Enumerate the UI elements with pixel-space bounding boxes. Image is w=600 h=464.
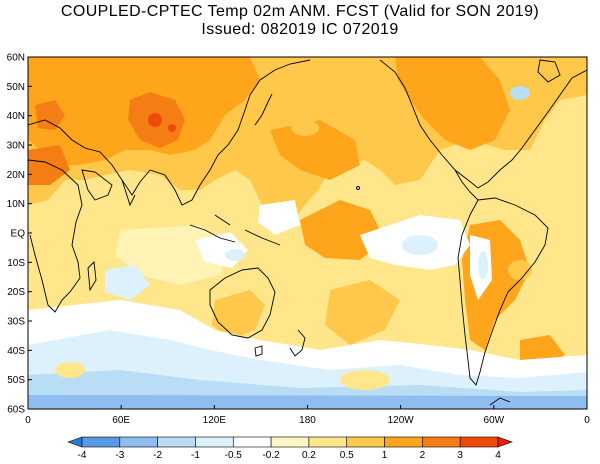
latitude-axis: 60N 50N 40N 30N 20N 10N EQ 10S 20S 30S 40S 50S 60S (7, 53, 32, 416)
colorbar-label: 0.5 (340, 450, 354, 461)
lat-label: 60N (7, 53, 25, 64)
lat-label: 40N (7, 111, 25, 122)
colorbar-box (157, 436, 196, 448)
colorbar-label: 3 (457, 450, 463, 461)
lon-label: 60W (484, 415, 505, 426)
anomaly-field (28, 57, 587, 409)
longitude-axis: 0 60E 120E 180 120W 60W 0 (25, 405, 590, 426)
lon-label: 0 (584, 415, 590, 426)
colorbar-label: -4 (78, 450, 87, 461)
lat-label: 30N (7, 141, 25, 152)
colorbar-label: -0.5 (225, 450, 243, 461)
colorbar-box (81, 436, 121, 448)
lat-label: 20N (7, 170, 25, 181)
lat-label: 50S (7, 375, 25, 386)
lon-label: 120E (203, 415, 227, 426)
map-subtitle: Issued: 082019 IC 072019 (201, 21, 399, 38)
colorbar-label: -1 (191, 450, 200, 461)
colorbar-label: -3 (115, 450, 124, 461)
colorbar-box (232, 436, 272, 448)
colorbar-box (308, 436, 348, 448)
colorbar-over (497, 436, 513, 448)
lat-label: 10S (7, 258, 25, 269)
lon-label: 60E (112, 415, 130, 426)
lat-label: EQ (11, 229, 26, 240)
coastlines (28, 59, 587, 406)
colorbar-box (270, 436, 310, 448)
colorbar-box (384, 436, 423, 448)
colorbar: -4 -3 -2 -1 -0.5 -0.2 0.2 0.5 1 2 3 4 (67, 436, 513, 461)
colorbar-box (346, 436, 385, 448)
colorbar-box (422, 436, 461, 448)
lon-label: 0 (25, 415, 31, 426)
lon-label: 180 (299, 415, 316, 426)
map-title: COUPLED-CPTEC Temp 02m ANM. FCST (Valid … (60, 3, 540, 20)
colorbar-label: -2 (153, 450, 162, 461)
colorbar-label: -0.2 (262, 450, 280, 461)
lat-label: 40S (7, 346, 25, 357)
colorbar-label: 4 (495, 450, 501, 461)
colorbar-box (195, 436, 234, 448)
lat-label: 50N (7, 82, 25, 93)
colorbar-label: 2 (420, 450, 426, 461)
lat-label: 60S (7, 405, 25, 416)
lat-label: 20S (7, 287, 25, 298)
lat-label: 10N (7, 199, 25, 210)
colorbar-box (119, 436, 158, 448)
colorbar-box (459, 436, 499, 448)
lat-label: 30S (7, 317, 25, 328)
colorbar-label: 1 (382, 450, 388, 461)
lon-label: 120W (388, 415, 415, 426)
colorbar-label: 0.2 (302, 450, 316, 461)
colorbar-under (67, 436, 83, 448)
